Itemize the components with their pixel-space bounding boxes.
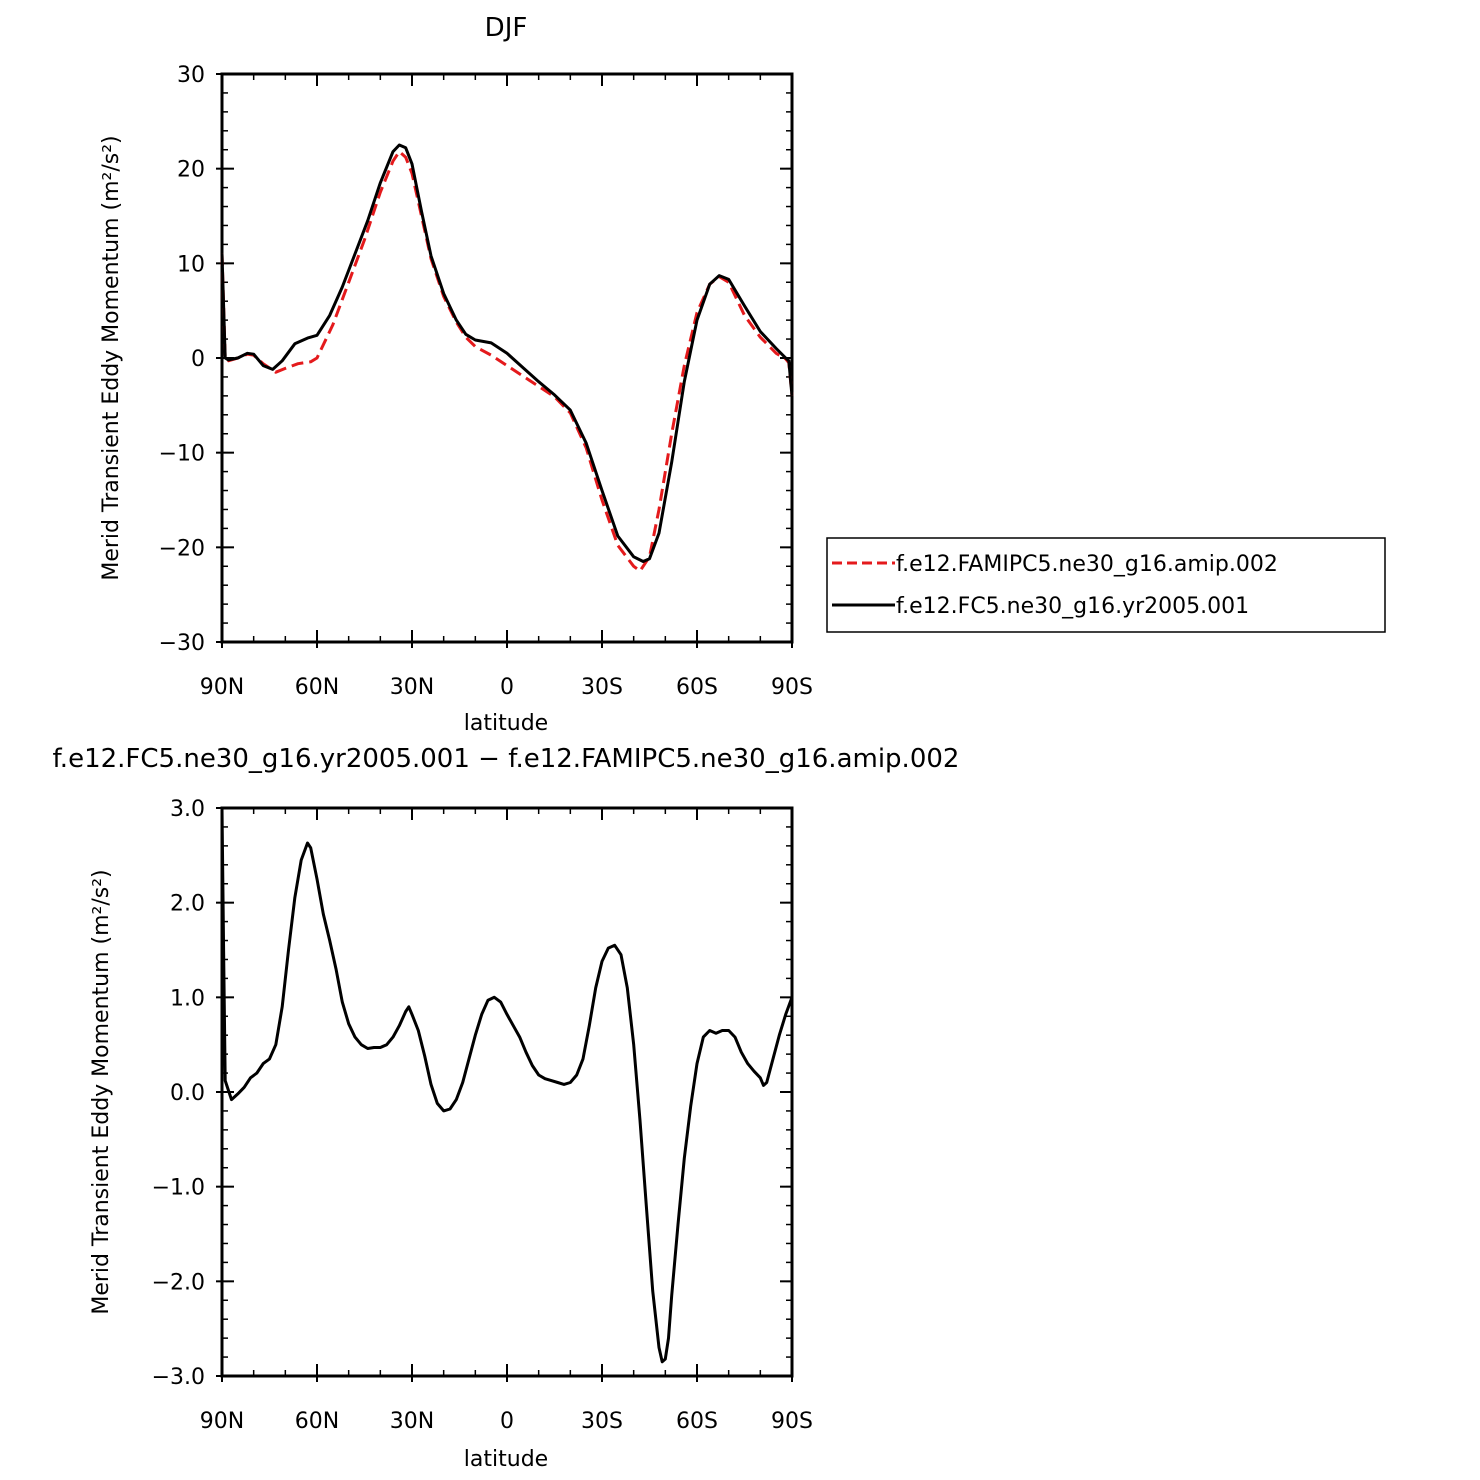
- x-tick-label: 90N: [200, 1409, 244, 1434]
- bottom-x-axis-title: latitude: [464, 1447, 548, 1472]
- x-tick-label: 60S: [676, 675, 718, 700]
- bottom-ticks: [216, 807, 793, 1382]
- x-tick-label: 60N: [295, 1409, 339, 1434]
- bottom-y-tick-labels: −3.0 −2.0 −1.0 0.0 1.0 2.0 3.0: [152, 797, 205, 1390]
- top-y-tick-labels: −30 −20 −10 0 10 20 30: [159, 63, 205, 656]
- x-tick-label: 90S: [771, 1409, 813, 1434]
- bottom-x-tick-labels: 90N 60N 30N 0 30S 60S 90S: [200, 1409, 813, 1434]
- top-series-lines: [220, 143, 794, 573]
- y-tick-label: 2.0: [170, 892, 205, 917]
- legend-label-fc5: f.e12.FC5.ne30_g16.yr2005.001: [896, 594, 1249, 619]
- x-tick-label: 0: [500, 1409, 514, 1434]
- x-tick-label: 30S: [581, 1409, 623, 1434]
- y-tick-label: 20: [177, 158, 205, 183]
- legend: f.e12.FAMIPC5.ne30_g16.amip.002 f.e12.FC…: [826, 537, 1386, 633]
- series-line-0: [220, 807, 794, 1364]
- legend-box: [826, 537, 1386, 633]
- x-tick-label: 90N: [200, 675, 244, 700]
- y-tick-label: 10: [177, 252, 205, 277]
- x-tick-label: 30N: [390, 1409, 434, 1434]
- series-line-0: [220, 150, 794, 573]
- top-x-tick-labels: 90N 60N 30N 0 30S 60S 90S: [200, 675, 813, 700]
- bottom-panel: f.e12.FC5.ne30_g16.yr2005.001 − f.e12.FA…: [53, 744, 960, 1472]
- y-tick-label: −20: [159, 536, 205, 561]
- x-tick-label: 90S: [771, 675, 813, 700]
- y-tick-label: 0: [191, 347, 205, 372]
- bottom-y-axis-title: Merid Transient Eddy Momentum (m²/s²): [89, 869, 114, 1314]
- y-tick-label: 3.0: [170, 797, 205, 822]
- bottom-series-lines: [220, 807, 794, 1364]
- series-line-1: [220, 143, 794, 563]
- x-tick-label: 60S: [676, 1409, 718, 1434]
- y-tick-label: −2.0: [152, 1270, 205, 1295]
- bottom-plot-frame: [220, 806, 794, 1378]
- top-x-axis-title: latitude: [464, 711, 548, 736]
- y-tick-label: −30: [159, 631, 205, 656]
- x-tick-label: 60N: [295, 675, 339, 700]
- top-panel: DJF 90N 60N 30N 0 30S 60S 90S −30 −20 −10 0 10 20 30…: [99, 13, 813, 736]
- y-tick-label: 1.0: [170, 986, 205, 1011]
- y-tick-label: 30: [177, 63, 205, 88]
- x-tick-label: 30S: [581, 675, 623, 700]
- y-tick-label: −10: [159, 442, 205, 467]
- y-tick-label: 0.0: [170, 1081, 205, 1106]
- legend-label-amip: f.e12.FAMIPC5.ne30_g16.amip.002: [896, 552, 1278, 577]
- x-tick-label: 0: [500, 675, 514, 700]
- top-y-axis-title: Merid Transient Eddy Momentum (m²/s²): [99, 135, 124, 580]
- y-tick-label: −1.0: [152, 1176, 205, 1201]
- x-tick-label: 30N: [390, 675, 434, 700]
- top-ticks: [216, 73, 793, 648]
- y-tick-label: −3.0: [152, 1365, 205, 1390]
- top-panel-title: DJF: [485, 13, 528, 43]
- top-plot-frame: [220, 72, 794, 644]
- bottom-panel-title: f.e12.FC5.ne30_g16.yr2005.001 − f.e12.FA…: [53, 744, 960, 774]
